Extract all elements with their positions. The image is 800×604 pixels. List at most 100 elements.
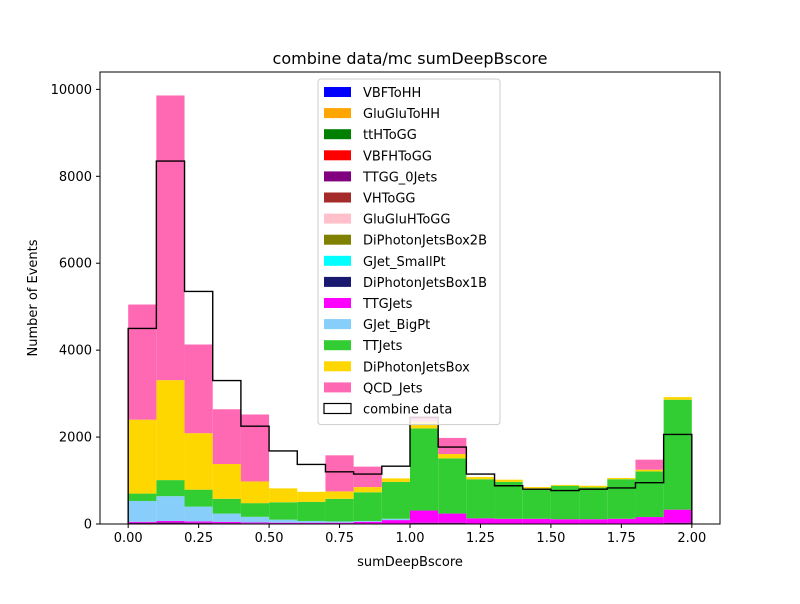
legend-swatch-diphotonjetsbox <box>324 361 351 371</box>
bar-diphotonjetsbox-bin-3 <box>213 464 241 499</box>
y-tick-label: 0 <box>84 518 92 533</box>
x-tick-label: 1.50 <box>536 531 565 546</box>
bar-ttgjets-bin-12 <box>466 518 494 523</box>
bar-ttgjets-bin-1 <box>156 521 184 522</box>
legend-swatch-qcd-jets <box>324 382 351 392</box>
bar-ttjets-bin-9 <box>382 482 410 519</box>
bar-ttjets-bin-14 <box>523 488 551 518</box>
bar-diphotonjetsbox-bin-14 <box>523 487 551 488</box>
x-tick-label: 1.75 <box>607 531 636 546</box>
bar-qcd-jets-bin-1 <box>156 95 184 380</box>
legend-label-vbfhtogg: VBFHToGG <box>363 149 432 164</box>
bar-diphotonjetsbox-bin-5 <box>269 488 297 502</box>
bar-diphotonjetsbox-bin-17 <box>607 478 635 479</box>
bar-ttgjets-bin-16 <box>579 519 607 523</box>
x-tick-label: 1.25 <box>466 531 495 546</box>
bar-gjet-bigpt-bin-8 <box>354 521 382 522</box>
bar-ttgjets-bin-10 <box>410 511 438 523</box>
chart-title: combine data/mc sumDeepBscore <box>273 49 548 68</box>
x-tick-label: 0.75 <box>325 531 354 546</box>
bar-qcd-jets-bin-0 <box>128 305 156 420</box>
bar-ttjets-bin-11 <box>438 458 466 513</box>
legend-label-vhtogg: VHToGG <box>363 192 416 207</box>
bar-ttgjets-bin-14 <box>523 519 551 524</box>
legend-label-glugluhtogg: GluGluHToGG <box>363 213 450 228</box>
legend-swatch-diphotonjetsbox2b <box>324 235 351 245</box>
bar-ttgjets-bin-6 <box>297 523 325 524</box>
bar-ttgjets-bin-9 <box>382 520 410 523</box>
bar-ttgjets-bin-18 <box>635 517 663 524</box>
bar-ttjets-bin-0 <box>128 494 156 501</box>
bar-ttjets-bin-16 <box>579 487 607 519</box>
legend-swatch-vbfhtogg <box>324 150 351 160</box>
bar-diphotonjetsbox-bin-19 <box>664 397 692 400</box>
bar-diphotonjetsbox-bin-4 <box>241 481 269 503</box>
y-tick-label: 8000 <box>59 170 92 185</box>
x-tick-label: 2.00 <box>677 531 706 546</box>
bar-ttjets-bin-13 <box>495 482 523 519</box>
legend-swatch-ttgjets <box>324 298 351 308</box>
bar-gjet-bigpt-bin-3 <box>213 514 241 522</box>
x-tick-label: 0.25 <box>184 531 213 546</box>
bar-ttgjets-bin-5 <box>269 523 297 524</box>
bar-qcd-jets-bin-3 <box>213 409 241 464</box>
legend-swatch-combine-data <box>324 404 351 414</box>
bar-ttjets-bin-7 <box>325 499 353 522</box>
bar-ttjets-bin-8 <box>354 492 382 521</box>
bar-gjet-bigpt-bin-0 <box>128 501 156 522</box>
legend-label-qcd-jets: QCD_Jets <box>363 381 423 396</box>
y-tick-label: 4000 <box>59 344 92 359</box>
bar-ttgjets-bin-0 <box>128 522 156 523</box>
legend-label-diphotonjetsbox2b: DiPhotonJetsBox2B <box>363 234 487 249</box>
bar-diphotonjetsbox-bin-16 <box>579 486 607 488</box>
bar-gjet-bigpt-bin-4 <box>241 517 269 523</box>
legend-label-gjet-bigpt: GJet_BigPt <box>363 318 430 333</box>
bar-qcd-jets-bin-2 <box>185 345 213 434</box>
legend-swatch-glugluhtogg <box>324 214 351 224</box>
legend-swatch-gjet-smallpt <box>324 256 351 266</box>
legend-label-diphotonjetsbox: DiPhotonJetsBox <box>363 360 470 375</box>
bar-qcd-jets-bin-8 <box>354 467 382 487</box>
bar-ttgg-0jets-bin-10 <box>410 523 438 524</box>
bar-ttgjets-bin-8 <box>354 522 382 524</box>
bar-gjet-bigpt-bin-6 <box>297 521 325 523</box>
legend-label-ttgg-0jets: TTGG_0Jets <box>362 170 438 185</box>
bar-ttjets-bin-5 <box>269 502 297 519</box>
bar-ttjets-bin-2 <box>185 490 213 507</box>
bar-diphotonjetsbox-bin-13 <box>495 480 523 482</box>
bar-qcd-jets-bin-18 <box>635 460 663 470</box>
bar-ttgjets-bin-7 <box>325 523 353 524</box>
legend-swatch-gluglutohh <box>324 108 351 118</box>
bar-diphotonjetsbox-bin-6 <box>297 492 325 502</box>
bar-ttjets-bin-3 <box>213 499 241 514</box>
y-tick-label: 10000 <box>51 83 92 98</box>
legend-swatch-ttjets <box>324 340 351 350</box>
bar-ttgjets-bin-3 <box>213 522 241 523</box>
legend-label-tthtogg: ttHToGG <box>363 128 417 143</box>
bar-gjet-bigpt-bin-5 <box>269 520 297 523</box>
bar-ttgjets-bin-13 <box>495 519 523 524</box>
bar-ttjets-bin-18 <box>635 471 663 517</box>
bar-ttgjets-bin-11 <box>438 514 466 523</box>
bar-diphotonjetsbox-bin-18 <box>635 470 663 472</box>
bar-diphotonjetsbox-bin-9 <box>382 478 410 481</box>
bar-diphotonjetsbox-bin-2 <box>185 433 213 490</box>
legend-label-gluglutohh: GluGluToHH <box>363 107 440 122</box>
x-tick-label: 0.50 <box>255 531 284 546</box>
legend-swatch-gjet-bigpt <box>324 319 351 329</box>
legend-label-gjet-smallpt: GJet_SmallPt <box>363 255 446 270</box>
bar-diphotonjetsbox-bin-8 <box>354 487 382 492</box>
bar-gjet-bigpt-bin-7 <box>325 521 353 522</box>
bar-ttgg-0jets-bin-19 <box>664 523 692 524</box>
x-tick-label: 1.00 <box>396 531 425 546</box>
legend-swatch-vhtogg <box>324 193 351 203</box>
legend-label-vbftohh: VBFToHH <box>363 86 421 101</box>
bar-ttgjets-bin-19 <box>664 510 692 523</box>
bar-ttjets-bin-19 <box>664 400 692 510</box>
legend-swatch-diphotonjetsbox1b <box>324 277 351 287</box>
bar-gjet-bigpt-bin-1 <box>156 496 184 521</box>
bar-diphotonjetsbox-bin-1 <box>156 380 184 480</box>
bar-ttjets-bin-6 <box>297 502 325 521</box>
